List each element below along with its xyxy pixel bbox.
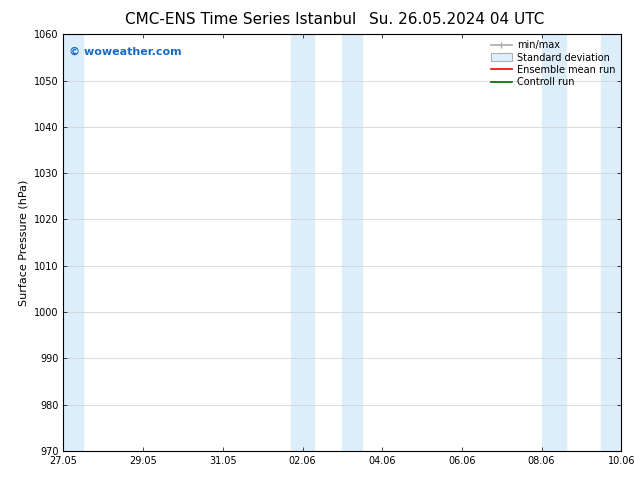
Text: CMC-ENS Time Series Istanbul: CMC-ENS Time Series Istanbul bbox=[126, 12, 356, 27]
Text: Su. 26.05.2024 04 UTC: Su. 26.05.2024 04 UTC bbox=[369, 12, 544, 27]
Bar bbox=[342, 34, 362, 451]
Y-axis label: Surface Pressure (hPa): Surface Pressure (hPa) bbox=[18, 179, 29, 306]
Text: © woweather.com: © woweather.com bbox=[69, 47, 181, 57]
Bar bbox=[290, 34, 314, 451]
Bar bbox=[541, 34, 566, 451]
Legend: min/max, Standard deviation, Ensemble mean run, Controll run: min/max, Standard deviation, Ensemble me… bbox=[487, 36, 619, 91]
Bar bbox=[602, 34, 621, 451]
Bar bbox=[63, 34, 83, 451]
